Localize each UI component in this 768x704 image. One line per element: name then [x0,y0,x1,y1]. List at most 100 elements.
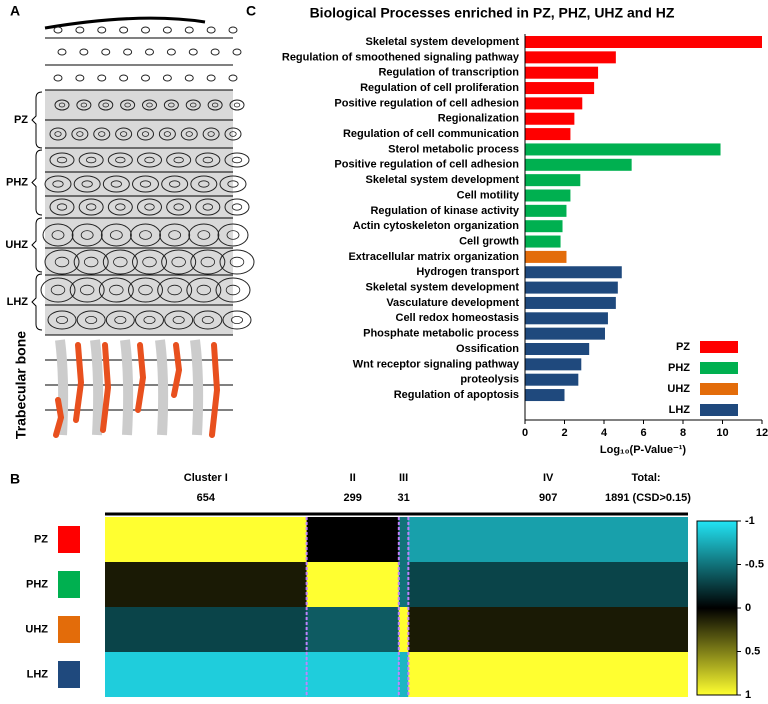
nucleus [124,102,131,108]
category-label: Positive regulation of cell adhesion [334,97,519,109]
bar [525,174,581,187]
nucleus [138,284,153,296]
bar [525,158,632,171]
category-label: Cell motility [457,189,520,201]
nucleus [110,180,122,188]
nucleus [102,102,109,108]
cell [49,152,75,168]
nucleus [56,315,69,324]
cell [49,198,75,216]
nucleus [163,131,171,137]
cell [49,127,67,141]
bone-label: Trabecular bone [13,331,29,439]
legend-swatch [700,341,738,353]
bar [525,97,583,110]
cell [193,310,223,330]
cell [132,249,167,275]
cell [184,74,194,82]
cell [119,74,129,82]
cell [47,310,77,330]
cell [97,26,107,34]
row-label: PZ [34,533,48,545]
nucleus [227,180,239,188]
legend-swatch [700,404,738,416]
cell [159,223,191,247]
cluster-count: 31 [397,492,409,504]
row-swatch [58,616,80,643]
category-label: Sterol metabolic process [388,143,519,155]
nucleus [146,102,153,108]
nucleus [202,203,214,211]
nucleus [142,256,157,268]
cell [190,175,218,193]
cluster-count: 299 [344,492,362,504]
legend-label: UHZ [667,383,690,395]
nucleus [76,131,84,137]
cell [75,26,85,34]
cell [137,198,162,216]
nucleus [114,315,127,324]
legend-label: PHZ [668,362,690,374]
cluster-count: 907 [539,492,557,504]
nucleus [202,156,214,164]
cell [107,152,133,168]
cluster-label: III [399,472,408,484]
row-label: LHZ [27,668,49,680]
colorbar [696,520,738,696]
colorbar-label: 1 [745,689,751,701]
nucleus [80,230,94,240]
bar [525,281,618,294]
cell [119,26,129,34]
cell [53,26,63,34]
cell [142,99,157,111]
x-tick-label: 6 [640,427,646,439]
category-label: Hydrogen transport [416,266,519,278]
nucleus [109,230,123,240]
heat-cell [306,517,399,562]
zone-label: LHZ [7,296,29,308]
bone-column [155,339,169,436]
nucleus [85,315,98,324]
bar [525,343,590,355]
cell [76,99,92,111]
bar [525,312,608,325]
cell [76,310,106,330]
legend-label: PZ [676,341,690,353]
nucleus [56,156,68,164]
cell [102,175,130,193]
cell [44,175,72,193]
category-label: Positive regulation of cell adhesion [334,159,519,171]
x-axis-label: Log₁₀(P-Value⁻¹) [600,444,687,456]
zone-brace [31,273,43,331]
nucleus [168,102,175,108]
heat-cell [306,562,399,607]
heat-cell [306,607,399,652]
cell [219,175,247,193]
category-label: Regulation of cell proliferation [360,82,519,94]
nucleus [197,230,211,240]
nucleus [173,156,184,164]
bar [525,36,762,48]
nucleus [144,203,155,211]
cell [128,277,163,303]
category-label: Wnt receptor signaling pathway [353,358,520,370]
cell [162,26,172,34]
cell [224,127,242,141]
nucleus [79,284,95,296]
nucleus [56,203,68,211]
nucleus [58,102,66,108]
cell [215,277,251,303]
cell [217,223,249,247]
bone-column [190,339,204,436]
category-label: Ossification [456,343,519,355]
bar [525,373,579,386]
category-label: Cell redox homeostasis [396,312,520,324]
cell [219,249,255,275]
colorbar-label: -1 [745,515,755,527]
nucleus [198,180,210,188]
heat-cell [105,652,307,697]
cell [207,99,223,111]
trabecula [209,342,221,438]
nucleus [143,315,156,324]
